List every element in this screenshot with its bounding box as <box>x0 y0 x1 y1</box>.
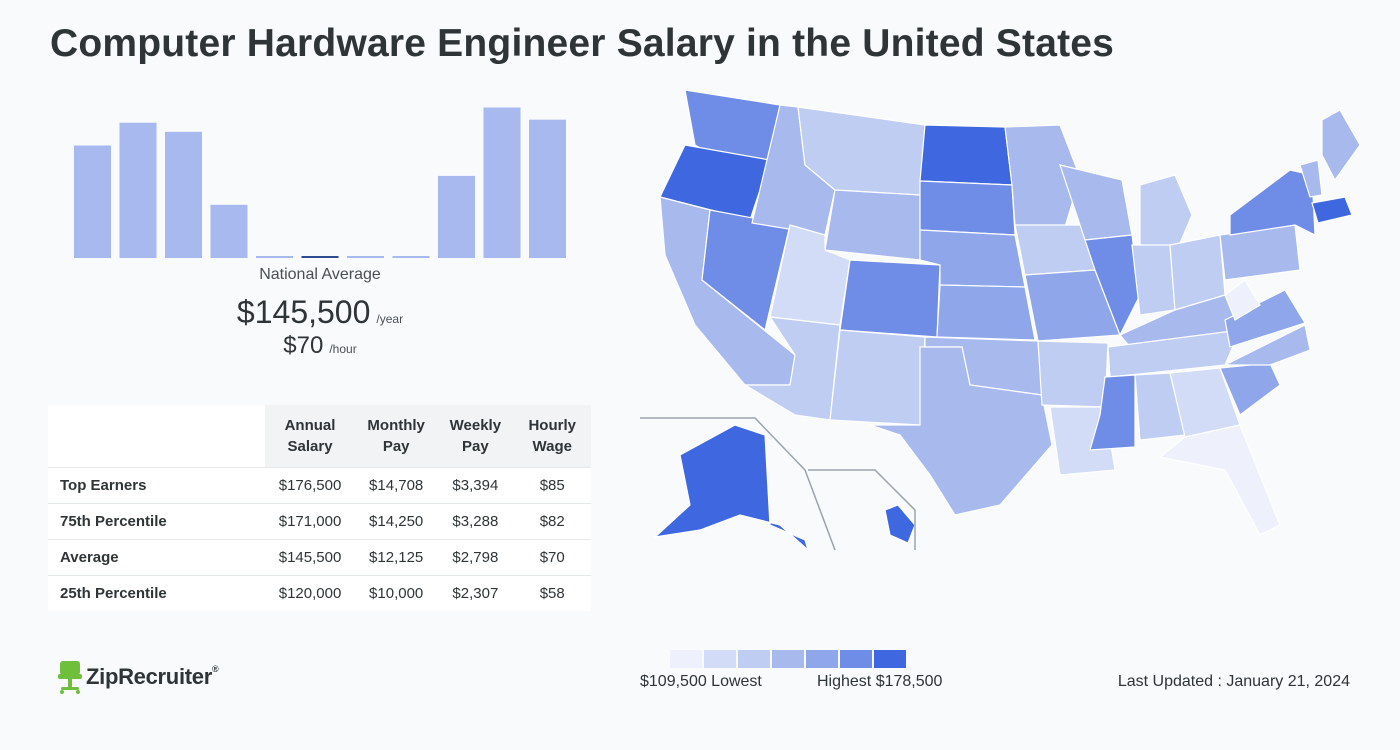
histogram-bar <box>483 107 521 258</box>
hourly-salary: $70/hour <box>170 332 470 360</box>
last-updated: Last Updated : January 21, 2024 <box>1117 673 1350 690</box>
histogram-bar <box>256 256 293 258</box>
table-header-row: Annual Salary Monthly Pay Weekly Pay Hou… <box>48 405 591 468</box>
legend-swatch <box>772 650 804 668</box>
state-florida[interactable] <box>1158 424 1281 536</box>
page-title: Computer Hardware Engineer Salary in the… <box>50 22 1115 65</box>
table-header: Weekly Pay <box>437 405 514 468</box>
table-cell: $2,798 <box>437 539 514 576</box>
table-cell: $3,394 <box>437 467 514 504</box>
state-hawaii[interactable] <box>884 504 916 544</box>
table-header-blank <box>48 405 265 468</box>
table-row: Average $145,500 $12,125 $2,798 $70 <box>48 539 591 576</box>
histogram-bar <box>165 131 202 258</box>
annual-salary: $145,500/year <box>170 294 470 331</box>
legend-swatch <box>874 650 906 668</box>
state-virginia[interactable] <box>1224 289 1306 348</box>
table-header: Annual Salary <box>265 405 356 468</box>
table-cell: $3,288 <box>437 503 514 540</box>
legend-swatch <box>738 650 770 668</box>
table-cell: $10,000 <box>355 575 438 611</box>
histogram-bar <box>210 204 248 258</box>
state-wyoming[interactable] <box>824 189 921 261</box>
annual-salary-value: $145,500 <box>236 294 371 330</box>
state-new-york[interactable] <box>1229 169 1316 236</box>
legend-lowest: $109,500 Lowest <box>640 673 762 690</box>
state-texas[interactable] <box>869 346 1053 516</box>
hourly-salary-value: $70 <box>283 332 324 359</box>
histogram-bar <box>301 256 339 258</box>
histogram-bar <box>438 175 475 258</box>
us-salary-map <box>640 89 1360 552</box>
histogram-bar <box>529 119 566 259</box>
legend-swatch <box>704 650 736 668</box>
state-michigan[interactable] <box>1139 174 1193 256</box>
state-kansas[interactable] <box>936 284 1036 341</box>
table-cell: $70 <box>513 539 591 576</box>
histogram-bar <box>347 256 384 258</box>
national-average-label: National Average <box>259 266 381 283</box>
row-label: Average <box>48 539 265 576</box>
table-cell: $2,307 <box>437 575 514 611</box>
table-cell: $58 <box>513 575 591 611</box>
state-maine[interactable] <box>1321 109 1360 182</box>
table-cell: $14,250 <box>355 503 438 540</box>
histogram-bar <box>119 122 157 258</box>
table-cell: $171,000 <box>265 503 356 540</box>
state-vermont[interactable] <box>1299 159 1323 198</box>
brand-mark: ® <box>211 664 219 674</box>
state-arkansas[interactable] <box>1037 340 1109 408</box>
table-cell: $120,000 <box>265 575 356 611</box>
table-row: 25th Percentile $120,000 $10,000 $2,307 … <box>48 575 591 611</box>
row-label: 75th Percentile <box>48 503 265 540</box>
table-cell: $145,500 <box>265 539 356 576</box>
state-massachusetts[interactable] <box>1311 196 1353 224</box>
row-label: 25th Percentile <box>48 575 265 611</box>
brand-name: ZipRecruiter <box>86 664 212 689</box>
legend-swatch <box>840 650 872 668</box>
legend-swatch <box>670 650 702 668</box>
table-header: Monthly Pay <box>355 405 438 468</box>
state-north-dakota[interactable] <box>919 124 1013 186</box>
table-row: 75th Percentile $171,000 $14,250 $3,288 … <box>48 503 591 540</box>
legend-highest: Highest $178,500 <box>817 673 943 690</box>
histogram-bar <box>392 256 430 258</box>
map-legend-scale <box>670 650 906 668</box>
chair-icon <box>58 661 82 694</box>
inset-border-alaska <box>640 417 836 551</box>
hourly-unit: /hour <box>329 342 357 356</box>
table-cell: $82 <box>513 503 591 540</box>
state-colorado[interactable] <box>839 259 941 338</box>
ziprecruiter-logo[interactable]: ZipRecruiter® <box>58 660 219 694</box>
legend-swatch <box>806 650 838 668</box>
state-north-carolina[interactable] <box>1224 324 1311 366</box>
state-alaska[interactable] <box>653 424 810 552</box>
table-row: Top Earners $176,500 $14,708 $3,394 $85 <box>48 467 591 504</box>
state-west-virginia[interactable] <box>1224 279 1261 321</box>
table-cell: $176,500 <box>265 467 356 504</box>
state-illinois[interactable] <box>1084 234 1141 337</box>
table-cell: $12,125 <box>355 539 438 576</box>
table-cell: $14,708 <box>355 467 438 504</box>
state-south-dakota[interactable] <box>919 180 1016 236</box>
table-cell: $85 <box>513 467 591 504</box>
salary-table: Annual Salary Monthly Pay Weekly Pay Hou… <box>48 405 591 611</box>
logo-text: ZipRecruiter® <box>86 664 219 690</box>
state-mississippi[interactable] <box>1089 374 1136 451</box>
salary-histogram <box>74 107 566 259</box>
histogram-bar <box>74 145 111 258</box>
inset-border-hawaii <box>808 469 916 550</box>
state-indiana[interactable] <box>1131 244 1176 316</box>
annual-unit: /year <box>376 312 404 326</box>
state-new-mexico[interactable] <box>829 329 926 426</box>
table-header: Hourly Wage <box>513 405 591 468</box>
row-label: Top Earners <box>48 467 265 504</box>
